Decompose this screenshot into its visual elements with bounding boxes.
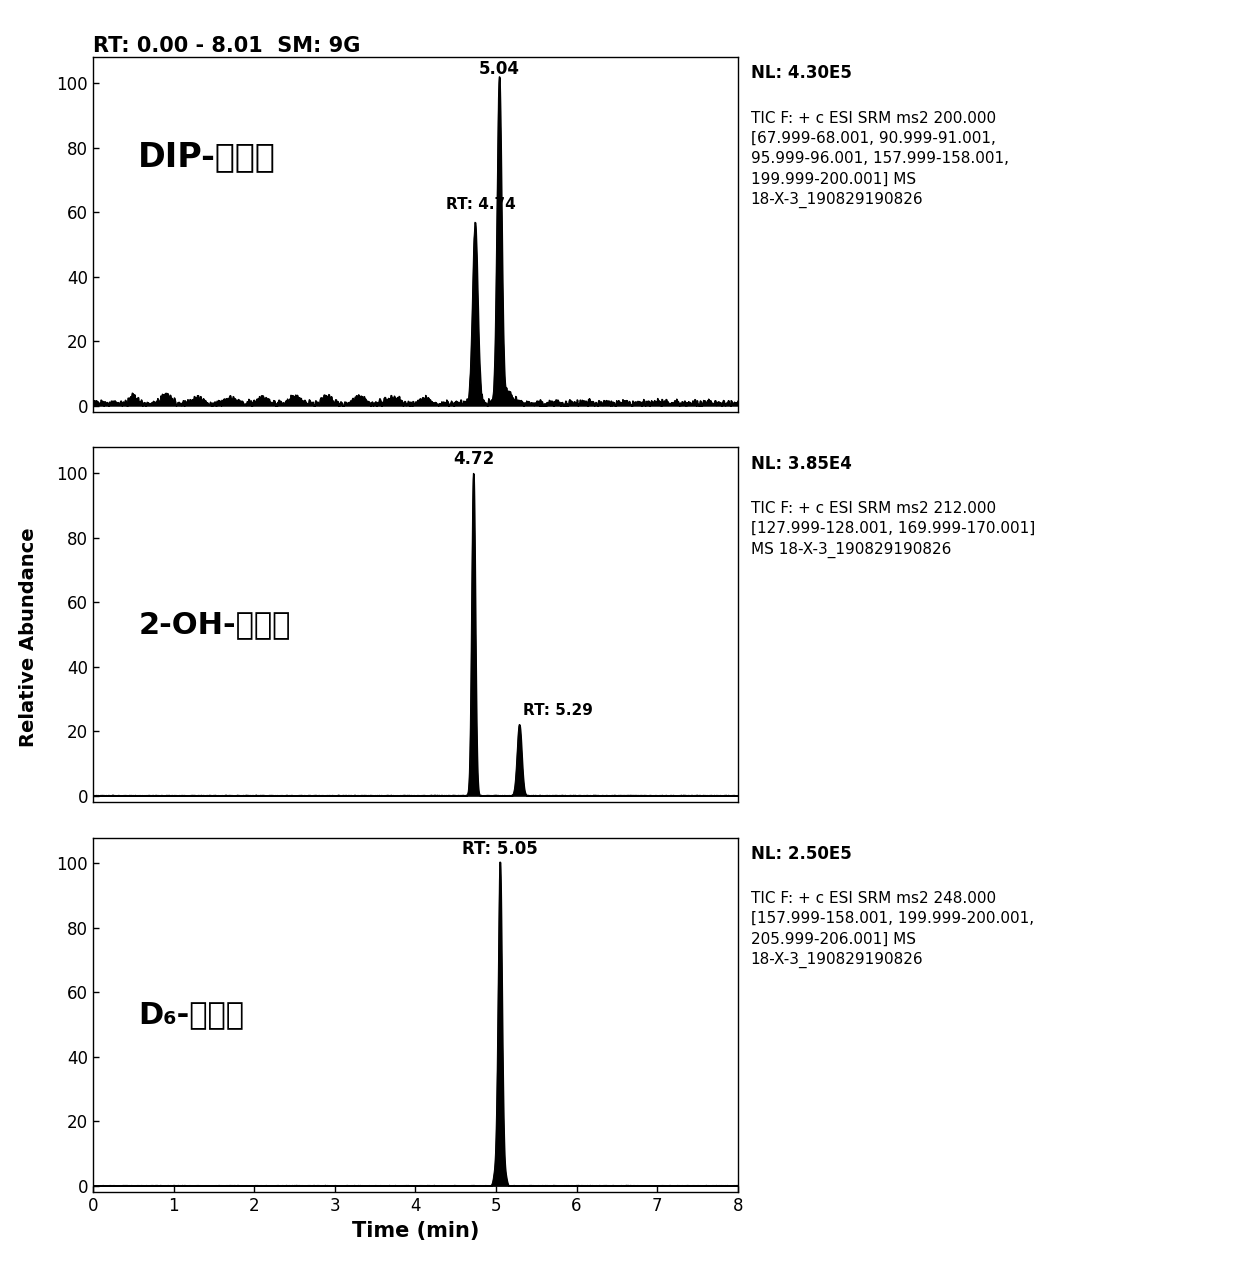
Text: NL: 4.30E5: NL: 4.30E5 [750, 65, 852, 83]
Text: 4.72: 4.72 [453, 450, 494, 468]
Text: Relative Abundance: Relative Abundance [19, 528, 37, 747]
Text: NL: 2.50E5: NL: 2.50E5 [750, 844, 852, 863]
Text: RT: 4.74: RT: 4.74 [446, 198, 516, 212]
Text: RT: 5.05: RT: 5.05 [463, 840, 538, 858]
Text: TIC F: + c ESI SRM ms2 248.000
[157.999-158.001, 199.999-200.001,
205.999-206.00: TIC F: + c ESI SRM ms2 248.000 [157.999-… [750, 891, 1034, 968]
Text: NL: 3.85E4: NL: 3.85E4 [750, 455, 852, 473]
Text: D₆-扑草净: D₆-扑草净 [138, 1001, 244, 1029]
Text: 5.04: 5.04 [479, 60, 520, 78]
Text: TIC F: + c ESI SRM ms2 200.000
[67.999-68.001, 90.999-91.001,
95.999-96.001, 157: TIC F: + c ESI SRM ms2 200.000 [67.999-6… [750, 111, 1008, 208]
Text: RT: 5.29: RT: 5.29 [523, 704, 593, 718]
Text: DIP-扑草净: DIP-扑草净 [138, 140, 277, 173]
X-axis label: Time (min): Time (min) [352, 1220, 479, 1241]
Text: RT: 0.00 - 8.01  SM: 9G: RT: 0.00 - 8.01 SM: 9G [93, 36, 361, 56]
Text: 2-OH-扑草净: 2-OH-扑草净 [138, 611, 290, 639]
Text: TIC F: + c ESI SRM ms2 212.000
[127.999-128.001, 169.999-170.001]
MS 18-X-3_1908: TIC F: + c ESI SRM ms2 212.000 [127.999-… [750, 501, 1035, 557]
